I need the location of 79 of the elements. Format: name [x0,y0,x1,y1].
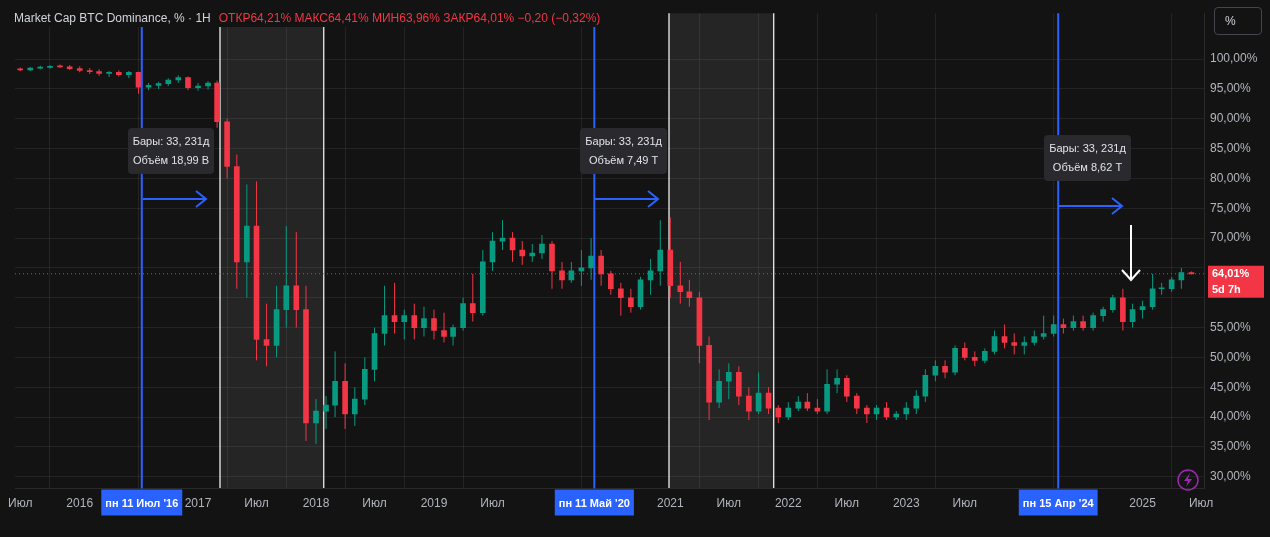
candlestick [450,324,456,346]
candlestick [725,362,732,400]
x-tick-label: Июл [244,496,269,511]
x-tick-label: 2017 [184,496,212,511]
candlestick [411,303,418,340]
x-tick-label: Июл [716,496,741,511]
y-tick-label: 55,00% [1210,319,1252,334]
x-tick-label: 2025 [1129,496,1157,511]
candlestick [313,398,319,445]
y-tick-label: 80,00% [1210,170,1252,185]
y-tick-label: 35,00% [1210,439,1252,454]
y-tick-label: 30,00% [1210,468,1252,483]
annotation: Бары: 33, 231д Объём 18,99 B [127,128,215,175]
candlestick [323,395,329,430]
x-tick-label: Июл [480,496,505,511]
candlestick [351,386,358,427]
chart-title: Market Cap BTC Dominance, % · 1Н [14,11,211,25]
candlestick [106,70,112,78]
x-tick-label: 2022 [774,496,802,511]
candlestick [1149,273,1156,311]
candlestick [942,359,948,379]
candlestick [431,309,437,340]
x-tick-label: Июл [834,496,859,511]
x-tick-label: Июл [8,496,33,511]
candlestick [834,368,840,394]
candlestick [1040,315,1047,340]
x-tick-label: 2023 [892,496,920,511]
ref-line-label: пн 11 Май '20 [558,496,630,509]
candlestick [539,234,545,260]
candlestick [1050,315,1057,337]
candlestick [657,219,664,287]
candlestick [1011,333,1018,355]
candlestick [1129,303,1136,329]
y-tick-label: 95,00% [1210,81,1252,96]
candlestick [441,312,447,343]
candlestick [628,288,634,314]
candlestick [1080,315,1086,332]
y-tick-label: 50,00% [1210,349,1252,364]
x-tick-label: Июл [362,496,387,511]
ref-line-label: пн 11 Июл '16 [105,496,179,509]
y-tick-label: 100,00% [1210,51,1258,66]
candlestick [913,389,920,415]
candlestick [1100,306,1106,323]
candlestick [47,64,53,70]
y-tick-label: 40,00% [1210,409,1252,424]
candlestick [263,303,270,367]
y-tick-label: 85,00% [1210,140,1252,155]
x-tick-label: 2018 [302,496,330,511]
candlestick [421,306,427,337]
candlestick [391,282,398,335]
candlestick [96,68,102,77]
y-tick-label: 90,00% [1210,111,1252,126]
candlestick [746,386,752,421]
candlestick [1001,324,1008,349]
candlestick [716,368,722,409]
y-tick-label: 45,00% [1210,379,1252,394]
candlestick [853,392,860,415]
ref-line-label: пн 15 Апр '24 [1022,496,1095,509]
candlestick [686,279,693,308]
candlestick [618,282,624,317]
candlestick [469,273,476,323]
text: % [1214,7,1262,35]
candlestick [991,330,998,355]
annotation: Бары: 33, 231д Объём 8,62 T [1044,135,1131,182]
candlestick [401,309,408,340]
candlestick [843,374,850,403]
x-tick-label: 2021 [656,496,684,511]
y-tick-label: 75,00% [1210,200,1252,215]
ref-line-label: 64,01% 5d 7h [1212,266,1250,295]
x-tick-label: Июл [1188,496,1214,511]
candlestick [932,359,939,382]
x-tick-label: Июл [952,496,977,511]
x-tick-label: 2019 [420,496,448,511]
annotation: Бары: 33, 231д Объём 7,49 T [580,128,667,175]
x-tick-label: 2016 [66,496,94,511]
candlestick [381,285,388,346]
candlestick [519,240,526,266]
y-tick-label: 70,00% [1210,230,1252,245]
chart-subtitle: ОТКР64,21% МАКС64,41% МИН63,96% ЗАКР64,01% −0,20 (−0,32%) [218,11,601,25]
